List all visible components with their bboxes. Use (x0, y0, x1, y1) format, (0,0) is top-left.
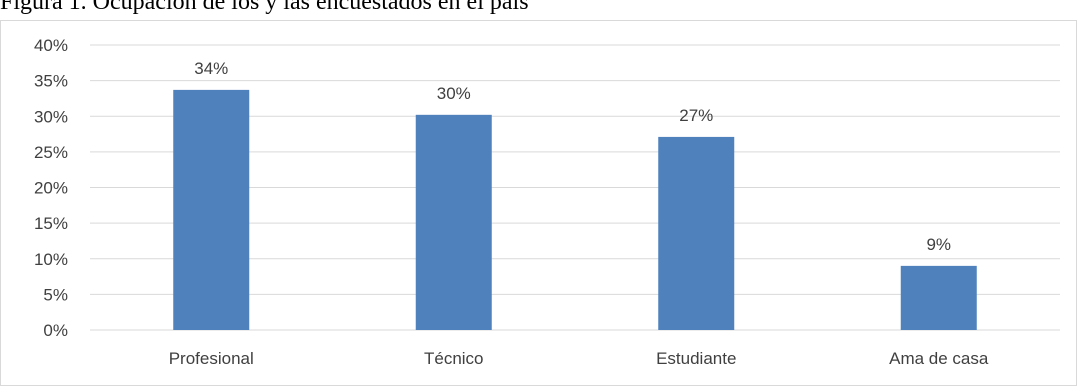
y-axis-tick-labels: 0% 5% 10% 15% 20% 25% 30% 35% 40% (34, 36, 68, 340)
category-label: Estudiante (656, 349, 736, 368)
y-tick-label: 20% (34, 179, 68, 198)
category-label: Ama de casa (889, 349, 989, 368)
figure-caption: Figura 1. Ocupación de los y las encuest… (0, 0, 529, 15)
bar (658, 136, 735, 330)
data-labels: 34% 30% 27% 9% (194, 59, 951, 254)
y-tick-label: 10% (34, 250, 68, 269)
y-tick-label: 5% (43, 285, 68, 304)
data-label: 34% (194, 59, 228, 78)
data-label: 27% (679, 106, 713, 125)
y-tick-label: 35% (34, 72, 68, 91)
category-label: Técnico (424, 349, 484, 368)
data-label: 30% (437, 84, 471, 103)
x-axis-category-labels: Profesional Técnico Estudiante Ama de casa (169, 349, 989, 368)
y-tick-label: 40% (34, 36, 68, 55)
y-tick-label: 30% (34, 107, 68, 126)
bar (173, 89, 250, 330)
gridlines (90, 44, 1060, 331)
y-tick-label: 15% (34, 214, 68, 233)
category-label: Profesional (169, 349, 254, 368)
bars (173, 89, 977, 330)
y-tick-label: 25% (34, 143, 68, 162)
bar (900, 265, 977, 330)
data-label: 9% (926, 235, 951, 254)
y-tick-label: 0% (43, 321, 68, 340)
bar (415, 114, 492, 330)
